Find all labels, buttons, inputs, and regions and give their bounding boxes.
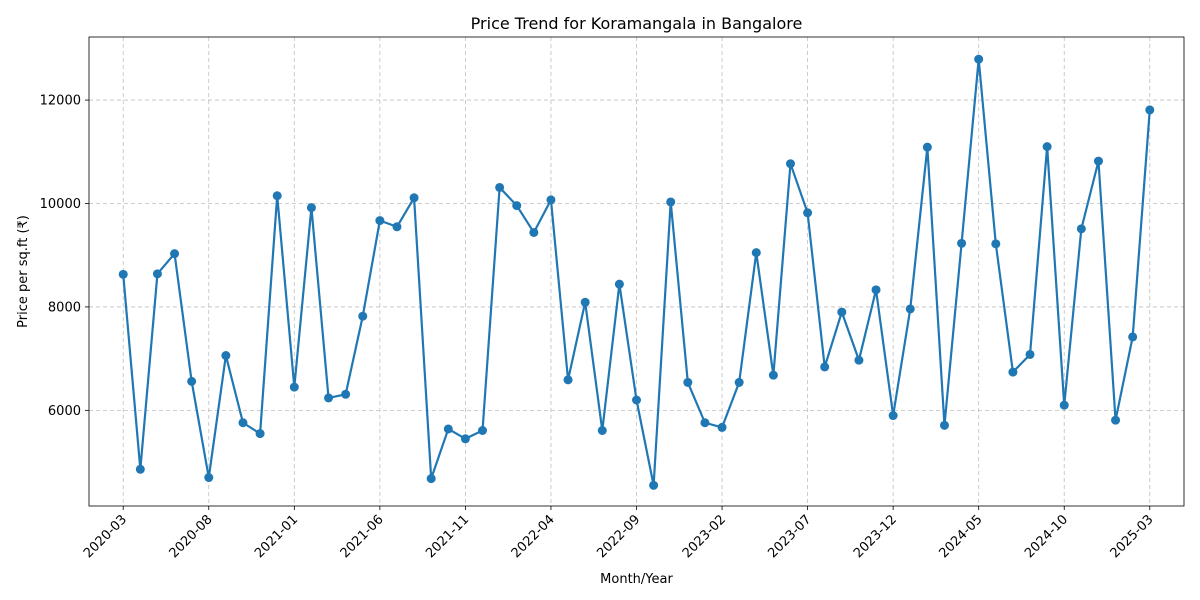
data-point — [803, 208, 813, 218]
x-tick-label: 2022-09 — [594, 512, 643, 561]
data-point — [597, 426, 607, 435]
data-point — [991, 239, 1001, 249]
x-tick-label: 2023-07 — [765, 512, 814, 561]
series-layer — [118, 54, 1155, 490]
x-tick-label: 2020-03 — [81, 512, 130, 561]
data-point — [255, 429, 265, 439]
data-point — [785, 159, 795, 169]
data-point — [460, 434, 470, 444]
x-axis-label: Month/Year — [600, 572, 673, 587]
data-point — [1093, 156, 1103, 166]
data-point — [135, 464, 145, 474]
data-point — [443, 424, 453, 434]
grid — [89, 37, 1184, 506]
data-point — [751, 248, 761, 258]
data-point — [375, 216, 385, 226]
x-tick-label: 2021-01 — [252, 512, 301, 561]
data-point — [1076, 224, 1086, 234]
data-point — [1059, 400, 1069, 410]
data-point — [649, 480, 659, 490]
data-point — [683, 377, 693, 387]
y-tick-label: 8000 — [48, 300, 81, 315]
data-point — [1111, 415, 1121, 425]
data-point — [495, 182, 505, 192]
data-point — [324, 393, 334, 403]
data-point — [1145, 105, 1155, 115]
x-tick-label: 2024-10 — [1022, 512, 1071, 561]
x-tick-label: 2020-08 — [167, 512, 216, 561]
data-point — [871, 285, 881, 295]
data-point — [341, 389, 351, 399]
data-point — [426, 474, 436, 484]
data-point — [529, 227, 539, 237]
data-point — [1008, 367, 1018, 377]
y-tick-label: 6000 — [48, 404, 81, 419]
data-point — [820, 362, 830, 372]
data-point — [974, 54, 984, 64]
data-point — [1128, 332, 1138, 342]
data-point — [170, 249, 180, 259]
data-point — [409, 193, 419, 203]
y-tick-label: 12000 — [40, 94, 81, 109]
x-tick-label: 2023-02 — [680, 512, 729, 561]
y-axis-label: Price per sq.ft (₹) — [16, 215, 31, 328]
data-point — [905, 304, 915, 314]
data-point — [717, 422, 727, 432]
data-point — [306, 203, 316, 213]
data-point — [700, 418, 710, 428]
chart-title: Price Trend for Koramangala in Bangalore — [471, 14, 803, 33]
data-point — [734, 377, 744, 387]
data-point — [632, 395, 641, 405]
data-point — [546, 195, 556, 205]
data-point — [272, 191, 282, 201]
data-point — [614, 279, 624, 289]
x-tick-label: 2023-12 — [851, 512, 900, 561]
data-point — [580, 297, 590, 307]
data-point — [666, 197, 676, 207]
data-point — [888, 411, 898, 421]
data-point — [1042, 142, 1052, 152]
x-tick-label: 2025-03 — [1108, 512, 1157, 561]
data-point — [512, 201, 522, 211]
data-point — [768, 370, 778, 380]
data-point — [837, 307, 847, 317]
data-point — [939, 420, 949, 430]
data-point — [204, 473, 214, 483]
data-point — [854, 355, 864, 365]
x-tick-label: 2022-04 — [509, 512, 558, 561]
x-tick-label: 2024-05 — [936, 512, 985, 561]
data-point — [563, 375, 573, 385]
data-point — [392, 222, 402, 232]
data-point — [922, 142, 932, 152]
x-tick-label: 2021-06 — [338, 512, 387, 561]
data-point — [238, 418, 248, 428]
data-point — [957, 238, 967, 248]
y-tick-label: 10000 — [40, 197, 81, 212]
data-point — [221, 351, 231, 361]
data-point — [478, 426, 488, 435]
data-point — [152, 269, 162, 279]
data-point — [358, 311, 368, 321]
data-point — [187, 376, 197, 386]
data-point — [289, 382, 299, 392]
data-point — [1025, 349, 1035, 359]
data-point — [118, 269, 128, 279]
x-tick-label: 2021-11 — [423, 512, 472, 561]
